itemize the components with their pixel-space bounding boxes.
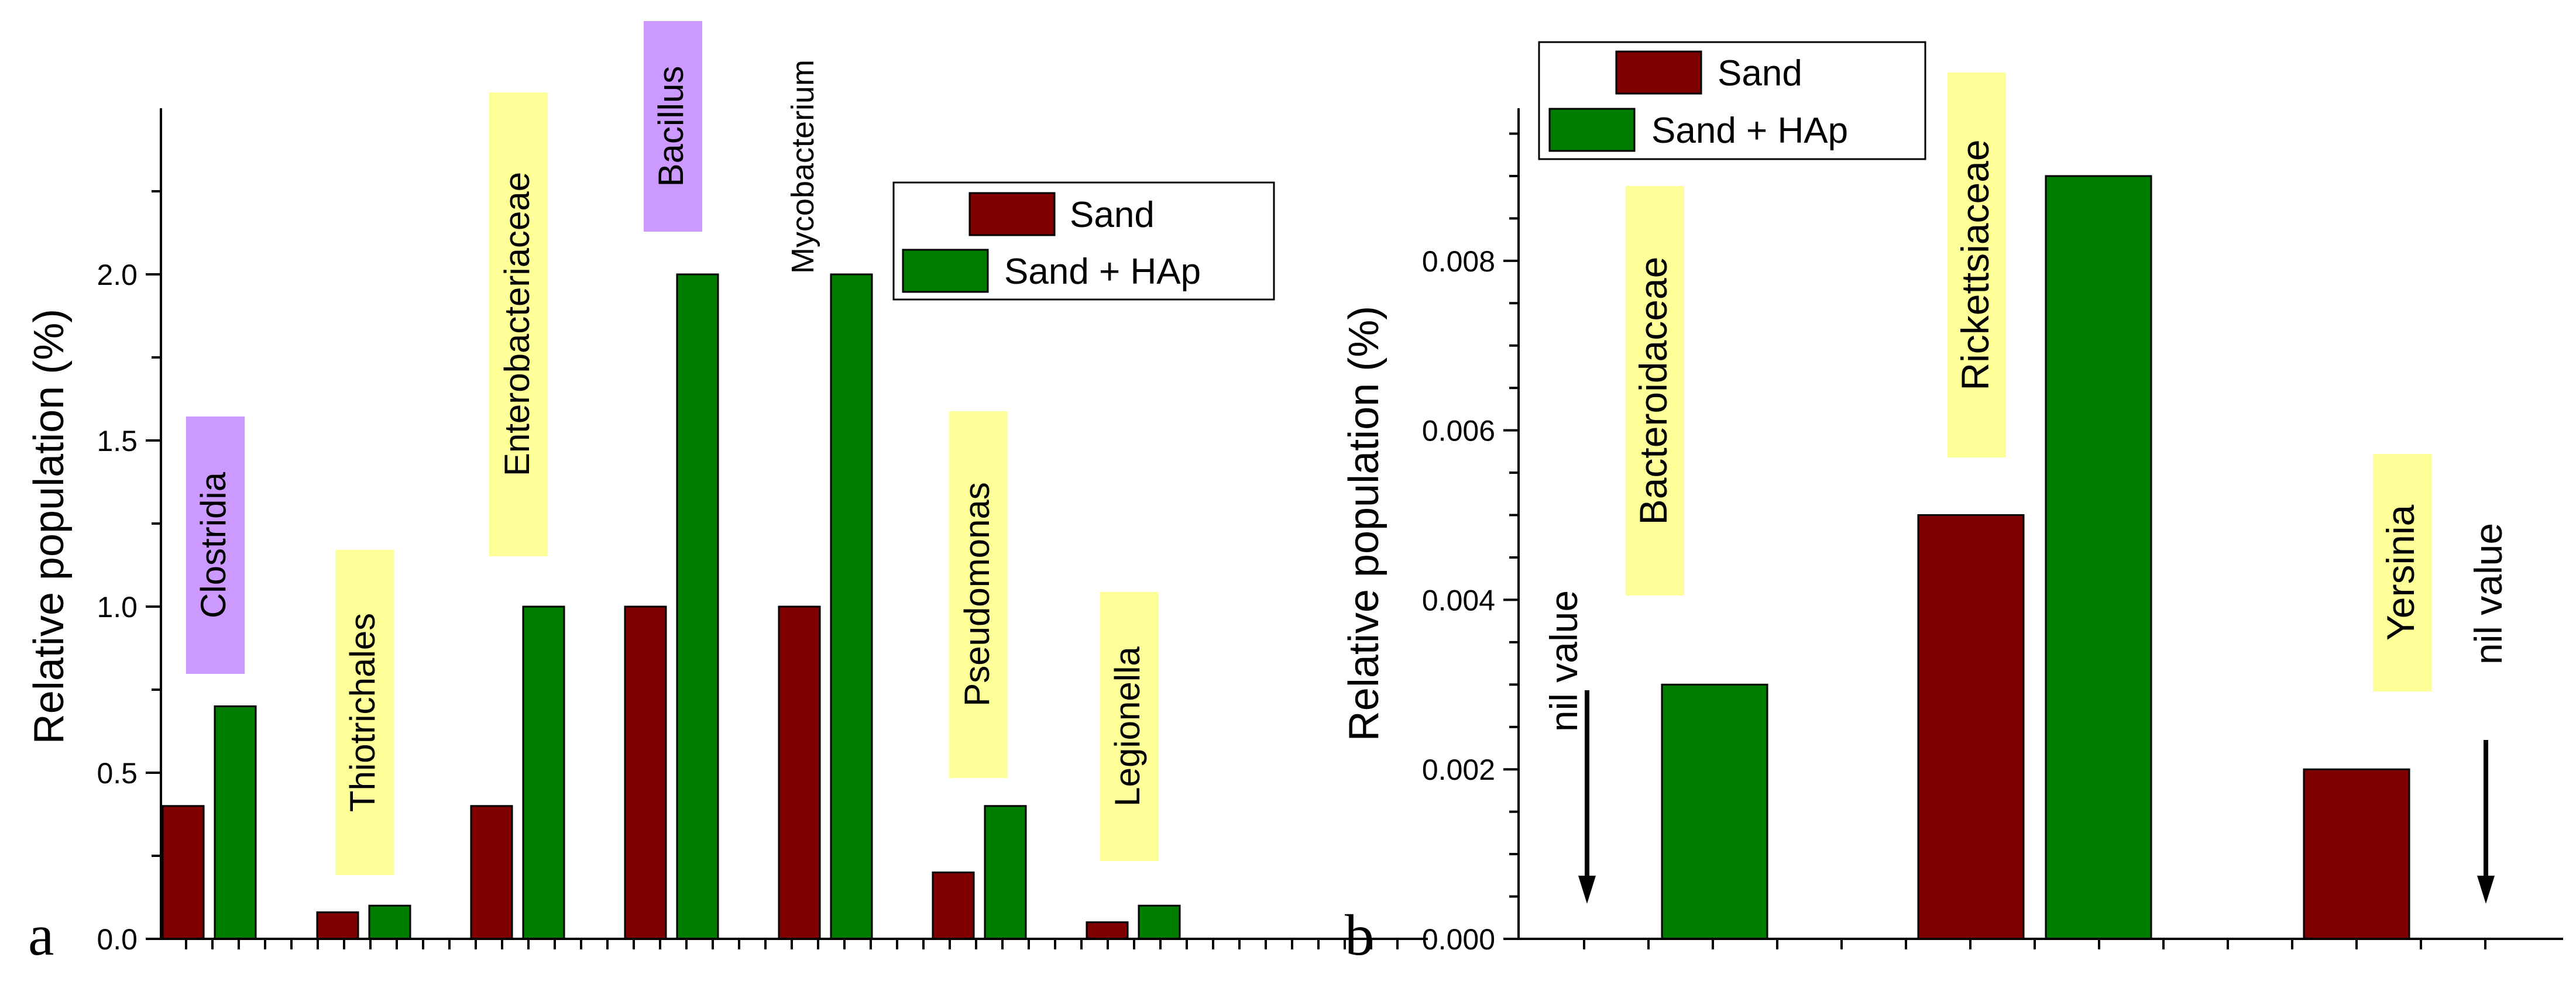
- category-label-a-6: Legionella: [1108, 646, 1147, 807]
- y-tick-label-b: 0.006: [1422, 415, 1495, 447]
- nil-value-label-1: nil value: [2467, 523, 2510, 665]
- y-tick-label-a: 2.0: [97, 259, 138, 291]
- bar-a-sand-0: [162, 805, 205, 940]
- y-tick-label-a: 1.0: [97, 591, 138, 624]
- legend-label-a-sand: Sand: [1070, 195, 1155, 235]
- y-tick-label-b: 0.008: [1422, 245, 1495, 278]
- bar-a-sand-6: [1086, 921, 1129, 940]
- legend-swatch-a-sand-hap: [902, 249, 989, 293]
- category-highlight-b-0: [1626, 186, 1684, 595]
- bar-a-sand-hap-0: [214, 705, 257, 940]
- bar-b-sand-hap-0: [1661, 683, 1768, 940]
- y-tick-label-a: 0.0: [97, 923, 138, 956]
- nil-value-label-0: nil value: [1542, 590, 1585, 732]
- bar-a-sand-5: [932, 871, 975, 940]
- legend-swatch-b-sand-hap: [1548, 108, 1636, 152]
- y-tick-label-b: 0.000: [1422, 923, 1495, 956]
- bar-b-sand-2: [2303, 768, 2410, 940]
- bar-a-sand-4: [778, 605, 821, 940]
- bar-a-sand-hap-6: [1138, 904, 1181, 940]
- category-label-a-5: Pseudomonas: [957, 482, 997, 707]
- bar-b-sand-1: [1917, 514, 2025, 940]
- legend-swatch-a-sand: [968, 192, 1056, 236]
- category-highlight-b-2: [2373, 454, 2431, 691]
- category-label-a-3: Bacillus: [651, 66, 691, 187]
- bar-a-sand-hap-3: [676, 273, 719, 940]
- category-highlight-a-6: [1100, 592, 1159, 861]
- category-highlight-b-1: [1948, 73, 2006, 457]
- bar-a-sand-hap-1: [368, 904, 411, 940]
- y-tick-label-a: 0.5: [97, 757, 138, 790]
- category-highlight-a-3: [644, 21, 702, 232]
- bar-a-sand-hap-2: [522, 605, 565, 940]
- y-tick-label-a: 1.5: [97, 425, 138, 457]
- category-highlight-a-0: [186, 416, 245, 674]
- category-highlight-a-2: [489, 92, 548, 556]
- legend-label-b-sand: Sand: [1718, 53, 1802, 94]
- bar-a-sand-hap-5: [984, 805, 1027, 940]
- legend-label-a-sand-hap: Sand + HAp: [1004, 252, 1201, 292]
- category-highlight-a-1: [335, 550, 394, 875]
- panel-letter-b: b: [1345, 903, 1374, 968]
- nil-value-arrow-1-head: [2477, 876, 2495, 904]
- bar-b-sand-hap-1: [2045, 175, 2152, 940]
- bar-a-sand-hap-4: [830, 273, 873, 940]
- legend-label-b-sand-hap: Sand + HAp: [1651, 111, 1848, 151]
- nil-value-arrow-0-head: [1578, 876, 1596, 904]
- category-label-b-1: Rickettsiaceae: [1953, 139, 1997, 390]
- bar-a-sand-1: [316, 911, 359, 940]
- category-label-a-0: Clostridia: [194, 471, 233, 618]
- y-tick-label-b: 0.002: [1422, 753, 1495, 786]
- category-label-b-0: Bacteroidaceae: [1632, 257, 1675, 525]
- category-label-a-4: Mycobacterium: [785, 60, 820, 274]
- legend-swatch-b-sand: [1615, 50, 1702, 95]
- category-label-a-2: Enterobacteriaceae: [497, 172, 537, 476]
- category-label-a-1: Thiotrichales: [343, 613, 382, 812]
- bar-a-sand-2: [470, 805, 513, 940]
- y-axis-label-a: Relative population (%): [26, 309, 73, 744]
- y-axis-label-b: Relative population (%): [1341, 306, 1387, 741]
- category-label-b-2: Yersinia: [2379, 505, 2422, 641]
- y-tick-label-b: 0.004: [1422, 584, 1495, 617]
- panel-letter-a: a: [28, 903, 54, 968]
- category-highlight-a-5: [949, 411, 1008, 778]
- bar-a-sand-3: [624, 605, 667, 940]
